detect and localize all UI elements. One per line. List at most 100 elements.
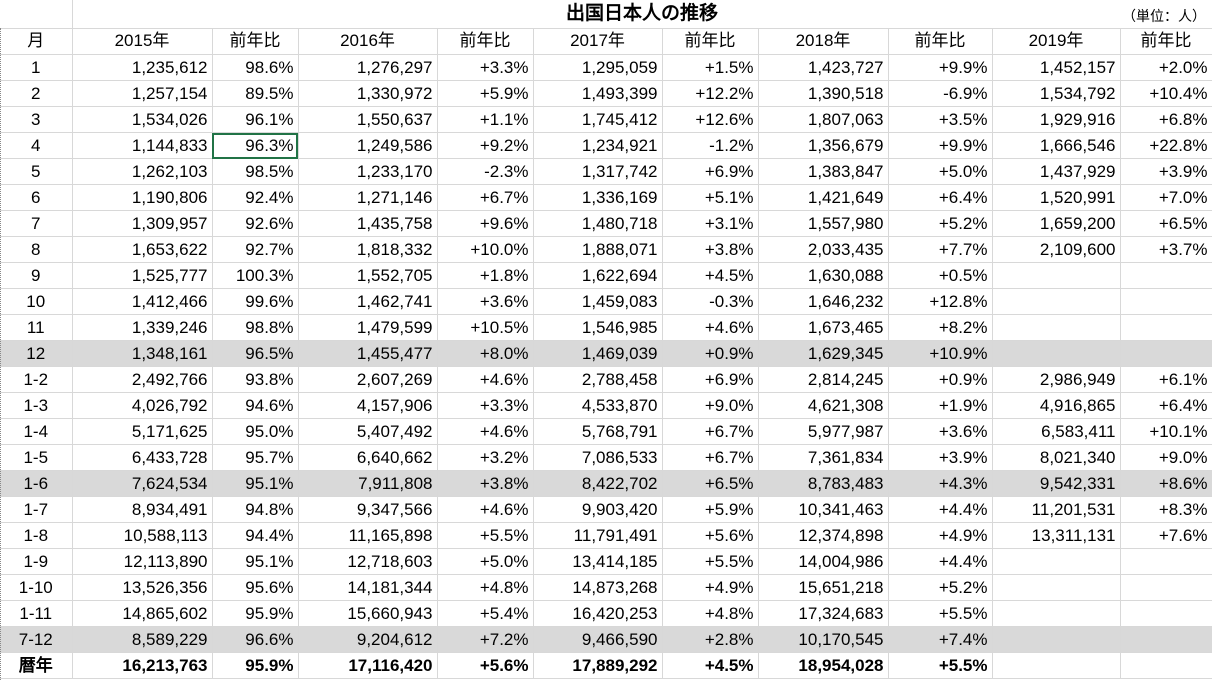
data-cell[interactable]: 100.3% [212, 262, 299, 289]
data-cell[interactable]: 5,171,625 [72, 418, 213, 445]
data-cell[interactable]: +5.9% [662, 496, 759, 523]
column-header-ratio[interactable]: 前年比 [1120, 28, 1212, 55]
data-cell[interactable]: 4,026,792 [72, 392, 213, 419]
data-cell[interactable]: 96.1% [212, 106, 299, 133]
row-label-cell[interactable]: 5 [0, 158, 73, 185]
data-cell[interactable]: 4,916,865 [992, 392, 1121, 419]
data-cell[interactable]: +4.4% [888, 548, 993, 575]
data-cell[interactable]: -6.9% [888, 80, 993, 107]
column-header-month[interactable]: 月 [0, 28, 73, 55]
data-cell[interactable]: 16,420,253 [533, 600, 663, 627]
column-header-year[interactable]: 2015年 [72, 28, 213, 55]
row-label-cell[interactable]: 1-4 [0, 418, 73, 445]
data-cell[interactable]: -2.3% [437, 158, 534, 185]
data-cell[interactable]: 1,339,246 [72, 314, 213, 341]
data-cell[interactable]: 1,629,345 [758, 340, 889, 367]
data-cell[interactable]: 1,421,649 [758, 184, 889, 211]
data-cell[interactable]: 7,911,808 [298, 470, 438, 497]
data-cell[interactable]: +8.2% [888, 314, 993, 341]
data-cell[interactable]: 7,624,534 [72, 470, 213, 497]
data-cell[interactable]: 96.6% [212, 626, 299, 653]
data-cell[interactable]: 1,348,161 [72, 340, 213, 367]
data-cell[interactable]: +5.5% [888, 600, 993, 627]
data-cell[interactable]: 1,435,758 [298, 210, 438, 237]
data-cell[interactable]: 94.6% [212, 392, 299, 419]
data-cell[interactable]: 14,873,268 [533, 574, 663, 601]
column-header-year[interactable]: 2018年 [758, 28, 889, 55]
data-cell[interactable]: 14,181,344 [298, 574, 438, 601]
data-cell[interactable]: +9.6% [437, 210, 534, 237]
data-cell[interactable]: +5.5% [437, 522, 534, 549]
data-cell[interactable]: +4.9% [888, 522, 993, 549]
row-label-cell[interactable]: 8 [0, 236, 73, 263]
data-cell[interactable] [992, 652, 1121, 679]
data-cell[interactable]: 94.4% [212, 522, 299, 549]
data-cell[interactable]: +4.6% [437, 418, 534, 445]
data-cell[interactable]: 93.8% [212, 366, 299, 393]
data-cell[interactable]: +7.2% [437, 626, 534, 653]
data-cell[interactable]: 1,653,622 [72, 236, 213, 263]
data-cell[interactable]: +4.5% [662, 652, 759, 679]
data-cell[interactable]: 15,651,218 [758, 574, 889, 601]
data-cell[interactable]: +3.6% [437, 288, 534, 315]
data-cell[interactable]: 1,929,916 [992, 106, 1121, 133]
data-cell[interactable]: 8,422,702 [533, 470, 663, 497]
data-cell[interactable]: +4.6% [437, 496, 534, 523]
data-cell[interactable]: 9,204,612 [298, 626, 438, 653]
data-cell[interactable]: 1,480,718 [533, 210, 663, 237]
data-cell[interactable]: 8,783,483 [758, 470, 889, 497]
data-cell[interactable]: +9.9% [888, 132, 993, 159]
data-cell[interactable] [1120, 314, 1212, 341]
data-cell[interactable]: 1,356,679 [758, 132, 889, 159]
row-label-cell[interactable]: 1-9 [0, 548, 73, 575]
data-cell[interactable]: 6,583,411 [992, 418, 1121, 445]
column-header-ratio[interactable]: 前年比 [662, 28, 759, 55]
data-cell[interactable]: 1,233,170 [298, 158, 438, 185]
data-cell[interactable] [1120, 548, 1212, 575]
row-label-cell[interactable]: 1 [0, 54, 73, 81]
column-header-ratio[interactable]: 前年比 [212, 28, 299, 55]
data-cell[interactable]: 12,718,603 [298, 548, 438, 575]
row-label-cell[interactable]: 3 [0, 106, 73, 133]
data-cell[interactable]: 5,768,791 [533, 418, 663, 445]
data-cell[interactable]: +3.7% [1120, 236, 1212, 263]
data-cell[interactable]: 6,433,728 [72, 444, 213, 471]
data-cell[interactable]: +5.6% [662, 522, 759, 549]
data-cell[interactable]: 9,542,331 [992, 470, 1121, 497]
data-cell[interactable]: 2,109,600 [992, 236, 1121, 263]
data-cell[interactable]: 7,086,533 [533, 444, 663, 471]
data-cell[interactable]: +12.2% [662, 80, 759, 107]
data-cell[interactable]: 6,640,662 [298, 444, 438, 471]
data-cell[interactable]: 2,986,949 [992, 366, 1121, 393]
data-cell[interactable]: +3.3% [437, 392, 534, 419]
column-header-year[interactable]: 2016年 [298, 28, 438, 55]
data-cell[interactable]: 16,213,763 [72, 652, 213, 679]
data-cell[interactable]: +1.1% [437, 106, 534, 133]
data-cell[interactable]: +3.1% [662, 210, 759, 237]
data-cell[interactable]: +9.0% [1120, 444, 1212, 471]
data-cell[interactable]: +9.9% [888, 54, 993, 81]
data-cell[interactable]: +2.0% [1120, 54, 1212, 81]
data-cell[interactable]: 13,526,356 [72, 574, 213, 601]
data-cell[interactable]: +0.9% [888, 366, 993, 393]
data-cell[interactable]: +10.4% [1120, 80, 1212, 107]
data-cell[interactable]: +12.6% [662, 106, 759, 133]
row-label-cell[interactable]: 7 [0, 210, 73, 237]
data-cell[interactable]: 89.5% [212, 80, 299, 107]
column-header-ratio[interactable]: 前年比 [888, 28, 993, 55]
data-cell[interactable]: 17,324,683 [758, 600, 889, 627]
data-cell[interactable]: +1.5% [662, 54, 759, 81]
data-cell[interactable]: +5.1% [662, 184, 759, 211]
data-cell[interactable]: +5.4% [437, 600, 534, 627]
data-cell[interactable]: +2.8% [662, 626, 759, 653]
data-cell[interactable]: +22.8% [1120, 132, 1212, 159]
row-label-cell[interactable]: 1-6 [0, 470, 73, 497]
data-cell[interactable]: +4.6% [437, 366, 534, 393]
data-cell[interactable]: +7.4% [888, 626, 993, 653]
data-cell[interactable]: 1,807,063 [758, 106, 889, 133]
data-cell[interactable]: 12,374,898 [758, 522, 889, 549]
data-cell[interactable]: 94.8% [212, 496, 299, 523]
data-cell[interactable]: +3.9% [888, 444, 993, 471]
data-cell[interactable]: +3.6% [888, 418, 993, 445]
data-cell[interactable]: 1,249,586 [298, 132, 438, 159]
